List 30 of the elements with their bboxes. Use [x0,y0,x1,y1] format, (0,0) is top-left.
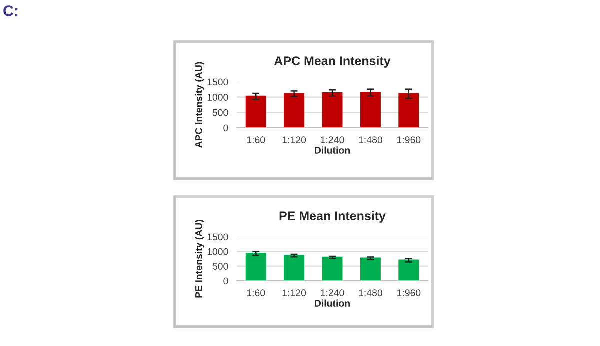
y-tick-label: 1500 [208,78,228,86]
bar [246,253,266,281]
bar [398,260,420,281]
x-tick-label: 1:60 [247,136,266,144]
x-tick-label: 1:960 [397,290,421,296]
x-tick-label: 1:120 [282,290,306,296]
y-tick-label: 1500 [208,234,228,241]
x-tick-label: 1:120 [282,136,306,144]
x-tick-label: 1:240 [321,136,344,144]
y-tick-label: 1000 [208,248,228,256]
y-axis-title: PE Intensity (AU) [195,220,204,298]
x-axis-title: Dilution [315,300,350,307]
y-axis-title: APC Intensity (AU) [195,62,204,148]
x-tick-label: 1:480 [359,136,382,144]
bar [360,258,381,281]
x-tick-label: 1:240 [321,290,344,296]
x-axis-title: Dilution [315,146,350,154]
chart-title: APC Mean Intensity [274,56,391,68]
bar [284,255,305,281]
x-tick-label: 1:60 [247,290,266,296]
y-tick-label: 500 [212,263,228,270]
text: C: [4,6,18,16]
y-tick-label: 1000 [208,94,228,101]
chart-title: PE Mean Intensity [280,211,386,223]
y-tick-label: 0 [224,124,228,132]
y-tick-label: 0 [224,278,228,285]
x-tick-label: 1:960 [397,136,421,144]
y-tick-label: 500 [212,109,228,116]
x-tick-label: 1:480 [359,290,382,296]
bar [322,256,343,281]
